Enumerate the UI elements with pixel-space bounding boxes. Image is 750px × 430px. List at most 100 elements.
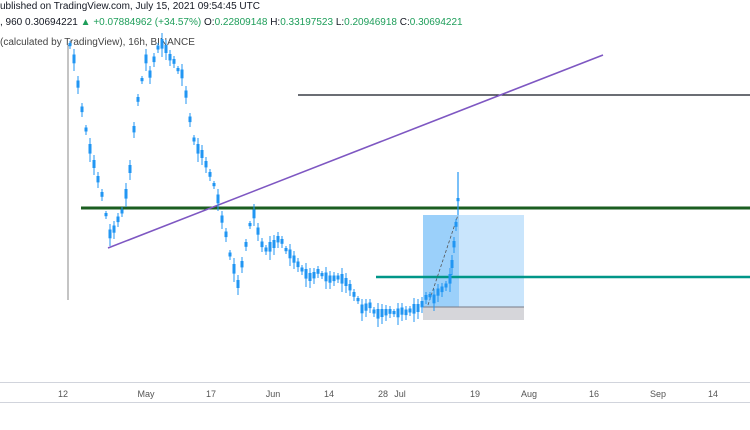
- candle-body: [356, 298, 360, 302]
- symbol-prefix: , 960: [0, 17, 23, 28]
- candle-body: [212, 183, 216, 187]
- candle-body: [148, 70, 152, 78]
- candle-body: [236, 280, 240, 288]
- candle-body: [428, 294, 432, 298]
- candle-body: [336, 275, 340, 280]
- candle-body: [388, 309, 392, 314]
- close-value: 0.30694221: [409, 17, 463, 28]
- high-value: 0.33197523: [280, 17, 334, 28]
- candle-body: [96, 176, 100, 183]
- low-value: 0.20946918: [344, 17, 397, 28]
- candle-body: [280, 239, 284, 244]
- candle-body: [160, 39, 164, 49]
- candle-body: [116, 216, 120, 223]
- candle-body: [348, 284, 352, 291]
- candles-group: [68, 33, 460, 327]
- candle-body: [256, 227, 260, 235]
- candle-body: [152, 56, 156, 63]
- candle-body: [80, 106, 84, 113]
- candle-body: [136, 97, 140, 102]
- candle-body: [156, 45, 160, 50]
- candle-body: [180, 69, 184, 79]
- candle-body: [400, 307, 404, 315]
- bottom-border: [0, 402, 750, 403]
- candle-body: [364, 303, 368, 311]
- stop-zone[interactable]: [423, 307, 524, 320]
- candle-body: [368, 302, 372, 309]
- candle-body: [344, 278, 348, 286]
- x-tick: 14: [707, 389, 719, 399]
- candle-body: [312, 272, 316, 279]
- candle-body: [332, 275, 336, 282]
- candle-body: [164, 45, 168, 53]
- last-price: 0.30694221: [25, 17, 78, 28]
- x-tick: 19: [469, 389, 481, 399]
- candle-body: [316, 269, 320, 274]
- candle-body: [432, 294, 436, 304]
- candle-body: [124, 189, 128, 199]
- candle-body: [244, 242, 248, 247]
- candle-body: [328, 275, 332, 283]
- x-tick: Sep: [649, 389, 667, 399]
- candle-body: [408, 308, 412, 313]
- candle-body: [440, 286, 444, 293]
- x-tick: May: [137, 389, 155, 399]
- candle-body: [120, 209, 124, 214]
- candle-body: [248, 223, 252, 227]
- candle-body: [232, 264, 236, 274]
- x-tick: Aug: [520, 389, 538, 399]
- candle-body: [240, 261, 244, 268]
- candle-body: [304, 269, 308, 279]
- candle-body: [352, 292, 356, 297]
- open-label: O:: [204, 17, 215, 28]
- publish-info: ublished on TradingView.com, July 15, 20…: [0, 1, 260, 13]
- ohlc-bar: , 960 0.30694221 ▲ +0.07884962 (+34.57%)…: [0, 17, 463, 29]
- high-label: H:: [270, 17, 281, 28]
- candle-body: [196, 144, 200, 154]
- x-tick: Jul: [394, 389, 406, 399]
- x-tick: Jun: [265, 389, 281, 399]
- candle-body: [436, 288, 440, 296]
- candle-body: [448, 274, 452, 284]
- candle-body: [68, 43, 72, 47]
- candle-body: [112, 225, 116, 233]
- candle-body: [416, 304, 420, 312]
- candle-body: [412, 304, 416, 314]
- candle-body: [276, 236, 280, 243]
- candle-body: [108, 229, 112, 239]
- x-tick: 16: [588, 389, 600, 399]
- candle-body: [320, 273, 324, 277]
- candle-body: [444, 283, 448, 288]
- candle-body: [296, 261, 300, 268]
- candle-body: [192, 137, 196, 142]
- candle-body: [84, 127, 88, 132]
- candle-body: [284, 248, 288, 252]
- candle-body: [420, 301, 424, 308]
- candle-body: [92, 160, 96, 168]
- x-tick: 14: [323, 389, 335, 399]
- published-text: ublished on TradingView.com, July 15, 20…: [0, 1, 260, 12]
- candle-body: [372, 309, 376, 314]
- candle-body: [272, 240, 276, 248]
- close-label: C:: [399, 17, 410, 28]
- candle-body: [176, 68, 180, 72]
- x-tick: 17: [205, 389, 217, 399]
- candle-body: [450, 260, 454, 268]
- projection-path: [427, 214, 459, 306]
- candle-body: [308, 273, 312, 281]
- candle-body: [76, 80, 80, 88]
- candle-body: [340, 274, 344, 284]
- candle-body: [100, 192, 104, 197]
- candle-body: [132, 126, 136, 133]
- candle-body: [396, 308, 400, 318]
- candle-body: [184, 90, 188, 98]
- indicator-legend: (calculated by TradingView), 16h, BINANC…: [0, 37, 195, 49]
- candle-body: [72, 54, 76, 64]
- candle-body: [404, 309, 408, 316]
- x-axis-line: [0, 382, 750, 383]
- trend-line[interactable]: [107, 54, 604, 249]
- candle-body: [188, 116, 192, 123]
- x-tick: 28: [377, 389, 389, 399]
- candle-body: [384, 309, 388, 316]
